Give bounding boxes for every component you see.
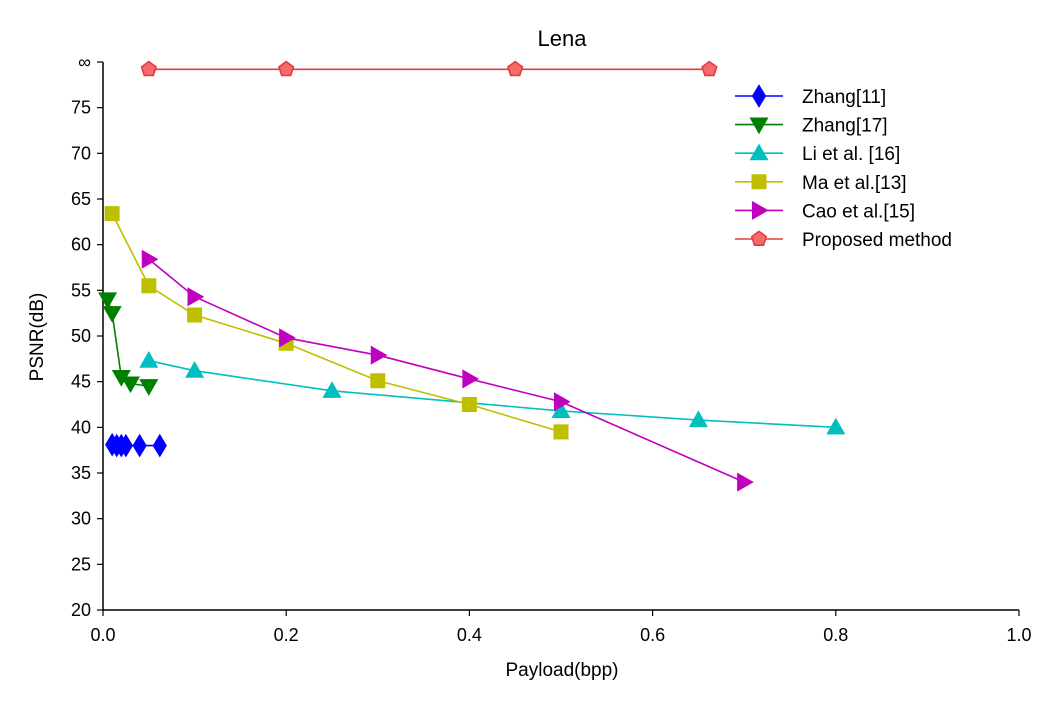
legend-marker: [750, 230, 768, 246]
data-point: [277, 60, 295, 77]
data-point: [370, 373, 386, 389]
y-tick-label: 65: [71, 189, 91, 209]
data-point: [98, 292, 118, 310]
y-tick-label: 50: [71, 326, 91, 346]
axes: 0.0 0.2 0.4 0.6 0.8 1.0 20 25 30 35 40 45 50 55 60 65 70…: [71, 52, 1032, 645]
y-tick-label: 45: [71, 372, 91, 392]
y-tick-label: 30: [71, 509, 91, 529]
data-point: [118, 433, 133, 458]
data-point: [185, 361, 205, 378]
data-point: [140, 60, 158, 77]
series-3: [104, 206, 569, 440]
data-point: [737, 472, 754, 492]
data-point: [152, 433, 167, 458]
data-point: [462, 369, 480, 389]
legend-entry: Cao et al.[15]: [735, 200, 915, 222]
series-0: [105, 432, 167, 458]
legend-entry: Proposed method: [735, 230, 952, 251]
x-tick-label: 0.0: [90, 625, 115, 645]
x-tick-label: 0.6: [640, 625, 665, 645]
series-line: [111, 213, 562, 433]
legend-entry: Zhang[11]: [735, 84, 886, 108]
data-point: [370, 345, 388, 365]
legend-marker: [751, 200, 769, 220]
y-tick-label: 75: [71, 98, 91, 118]
series-5: [140, 60, 718, 77]
x-tick-label: 1.0: [1006, 625, 1031, 645]
series-layer: [98, 60, 846, 492]
data-point: [141, 249, 159, 269]
data-point: [120, 376, 140, 394]
data-point: [141, 278, 157, 294]
y-tick-label: 40: [71, 417, 91, 437]
y-tick-label: ∞: [78, 52, 91, 72]
y-tick-label: 35: [71, 463, 91, 483]
data-point: [187, 307, 203, 323]
legend-entry: Li et al. [16]: [735, 143, 900, 165]
data-point: [701, 60, 718, 77]
legend-label: Ma et al.[13]: [802, 173, 907, 194]
y-tick-label: 20: [71, 600, 91, 620]
x-tick-label: 0.4: [457, 625, 482, 645]
data-point: [506, 60, 524, 77]
data-point: [553, 424, 569, 440]
legend-marker: [751, 84, 767, 108]
data-point: [139, 379, 159, 396]
data-point: [102, 306, 122, 323]
y-tick-label: 55: [71, 280, 91, 300]
legend-entry: Ma et al.[13]: [735, 173, 907, 194]
x-tick-label: 0.2: [274, 625, 299, 645]
data-point: [553, 392, 571, 412]
series-2: [139, 351, 846, 435]
data-point: [187, 287, 205, 307]
legend-label: Li et al. [16]: [802, 144, 900, 165]
legend: Zhang[11] Zhang[17] Li et al. [16] Ma et al…: [735, 84, 952, 251]
data-point: [322, 381, 342, 398]
data-point: [132, 433, 147, 458]
legend-label: Cao et al.[15]: [802, 201, 915, 222]
legend-marker: [751, 174, 767, 190]
data-point: [461, 397, 477, 412]
x-tick-label: 0.8: [823, 625, 848, 645]
legend-entry: Zhang[17]: [735, 116, 888, 137]
series-line: [148, 359, 836, 429]
x-axis-label: Payload(bpp): [505, 660, 618, 681]
y-tick-label: 60: [71, 235, 91, 255]
y-axis-label: PSNR(dB): [27, 293, 48, 382]
data-point: [279, 328, 296, 348]
series-line: [148, 258, 745, 483]
series-1: [98, 292, 159, 396]
legend-label: Proposed method: [802, 230, 952, 251]
data-point: [139, 351, 159, 368]
legend-marker: [749, 117, 769, 135]
y-tick-label: 70: [71, 143, 91, 163]
legend-label: Zhang[17]: [802, 116, 888, 137]
data-point: [826, 417, 846, 435]
data-point: [104, 206, 120, 222]
series-4: [141, 249, 754, 492]
y-tick-label: 25: [71, 554, 91, 574]
chart-title: Lena: [538, 26, 588, 51]
legend-marker: [749, 143, 769, 161]
data-point: [688, 410, 708, 428]
legend-label: Zhang[11]: [802, 87, 886, 108]
